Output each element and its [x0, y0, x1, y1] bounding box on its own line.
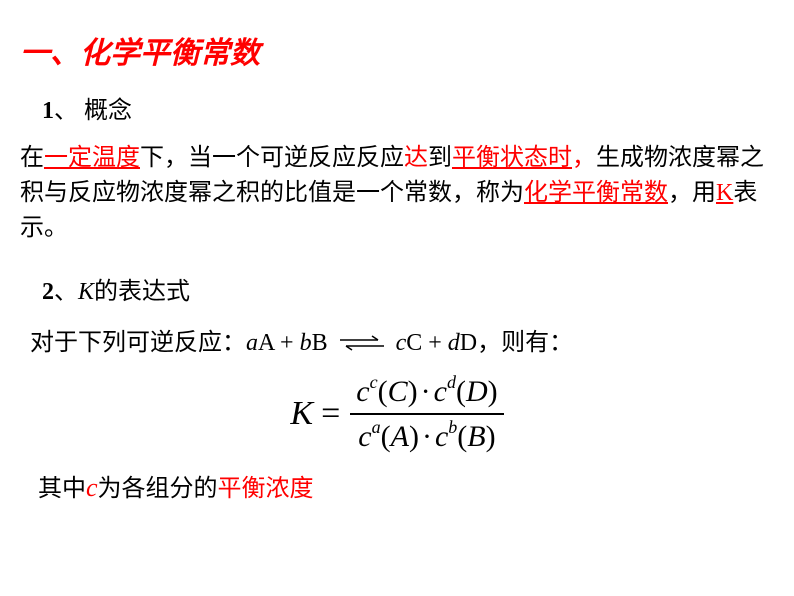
num-c1: c [356, 375, 369, 408]
reaction-plus1: + [274, 330, 300, 356]
para-u2: 平衡状态时 [452, 145, 572, 171]
reaction-plus2: + [422, 330, 448, 356]
num-p2o: ( [456, 375, 466, 408]
para-r2: ， [572, 145, 596, 171]
num-v1: C [388, 375, 408, 408]
reaction-d: d [448, 330, 460, 356]
para-t1: 在 [20, 145, 44, 171]
reaction-D: D [460, 330, 477, 356]
reaction-suffix: ，则有： [477, 330, 573, 356]
section-2-number: 2 [42, 279, 54, 305]
reaction-b: b [300, 330, 312, 356]
main-title: 一、化学平衡常数 [20, 28, 774, 72]
footer-c: c [86, 473, 98, 502]
formula-equals: = [321, 395, 340, 433]
para-t3: 到 [428, 145, 452, 171]
section-1-number: 1 [42, 98, 54, 124]
den-p2o: ( [457, 420, 467, 453]
equilibrium-arrow-icon [338, 331, 386, 358]
num-v2: D [466, 375, 488, 408]
equilibrium-formula: K = cc(C)·cd(D) ca(A)·cb(B) [20, 374, 774, 454]
den-c2: c [435, 420, 448, 453]
num-sup2: d [447, 372, 456, 392]
para-u4: K [716, 180, 733, 206]
num-p1c: ) [408, 375, 418, 408]
reaction-space [328, 330, 334, 356]
fraction-line [350, 413, 503, 415]
num-c2: c [434, 375, 447, 408]
num-p2c: ) [488, 375, 498, 408]
para-t5: ，用 [668, 180, 716, 206]
section-1-heading: 1、 概念 [42, 90, 774, 125]
footer-note: 其中c为各组分的平衡浓度 [38, 468, 774, 503]
section-2-heading: 2、K的表达式 [42, 271, 774, 306]
num-dot: · [418, 375, 434, 408]
den-dot: · [419, 420, 435, 453]
den-p1o: ( [381, 420, 391, 453]
para-u3: 化学平衡常数 [524, 180, 668, 206]
formula-denominator: ca(A)·cb(B) [352, 419, 501, 454]
reaction-C: C [406, 330, 422, 356]
para-r1: 达 [404, 145, 428, 171]
para-t2: 下，当一个可逆反应反应 [140, 145, 404, 171]
section-2-k: K [78, 279, 94, 305]
den-sup1: a [372, 417, 381, 437]
section-1-label: 概念 [84, 98, 132, 124]
reaction-B: B [312, 330, 328, 356]
den-v1: A [391, 420, 409, 453]
para-u1: 一定温度 [44, 145, 140, 171]
reaction-line: 对于下列可逆反应：aA + bB cC + dD，则有： [30, 322, 774, 358]
formula-K: K [290, 395, 313, 433]
den-c1: c [358, 420, 371, 453]
reaction-a: a [246, 330, 258, 356]
num-sup1: c [370, 372, 378, 392]
formula-fraction: cc(C)·cd(D) ca(A)·cb(B) [350, 374, 503, 454]
section-2-label: 的表达式 [94, 279, 190, 305]
formula-inner: K = cc(C)·cd(D) ca(A)·cb(B) [290, 374, 503, 454]
reaction-A: A [258, 330, 274, 356]
den-sup2: b [448, 417, 457, 437]
footer-t2: 为各组分的 [98, 476, 218, 502]
definition-paragraph: 在一定温度下，当一个可逆反应反应达到平衡状态时，生成物浓度幂之积与反应物浓度幂之… [20, 141, 774, 245]
den-p2c: ) [486, 420, 496, 453]
section-1-sep: 、 [54, 98, 84, 124]
reaction-prefix: 对于下列可逆反应： [30, 330, 246, 356]
reaction-c: c [396, 330, 407, 356]
footer-t1: 其中 [38, 476, 86, 502]
slide-container: 一、化学平衡常数 1、 概念 在一定温度下，当一个可逆反应反应达到平衡状态时，生… [0, 0, 794, 523]
num-p1o: ( [378, 375, 388, 408]
formula-numerator: cc(C)·cd(D) [350, 374, 503, 409]
section-2-sep: 、 [54, 279, 78, 305]
den-p1c: ) [409, 420, 419, 453]
footer-r: 平衡浓度 [218, 476, 314, 502]
den-v2: B [467, 420, 485, 453]
